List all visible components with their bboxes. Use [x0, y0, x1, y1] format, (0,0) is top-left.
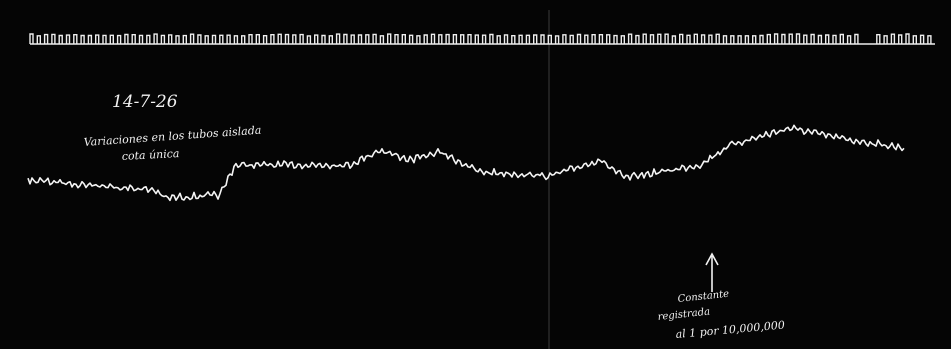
photo: 14-7-26 Variaciones en los tubos aislada… [0, 0, 951, 349]
background [0, 0, 951, 349]
date-note: 14-7-26 [112, 92, 178, 112]
page: 14-7-26 Variaciones en los tubos aislada… [0, 0, 951, 349]
